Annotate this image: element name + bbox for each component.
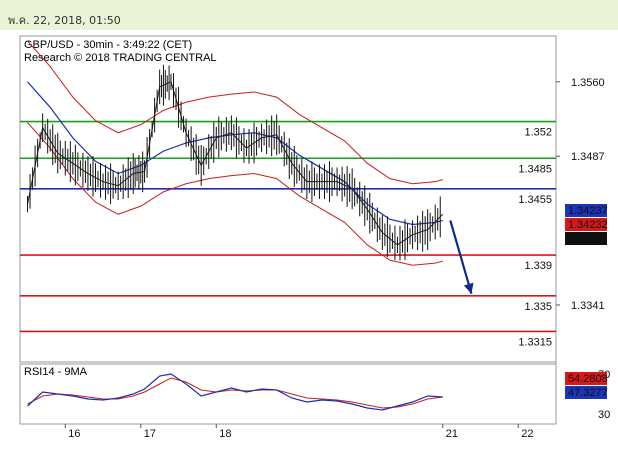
y-axis-layer: 1.3560 1.3487 1.3341: [556, 77, 605, 312]
rsi-tag-box: [565, 386, 607, 399]
datestamp: พ.ค. 22, 2018, 01:50: [8, 14, 121, 27]
level-label: 1.335: [524, 301, 552, 313]
price-tag-text: 1.34232: [568, 219, 608, 231]
rsi-tag-text: 47.3277: [568, 387, 608, 399]
level-label: 1.3315: [518, 336, 552, 348]
price-tag-box: [565, 204, 607, 217]
y-tick-label: 1.3487: [571, 151, 605, 163]
x-tick-label: 21: [446, 428, 458, 440]
y-tick-label: 1.3560: [571, 77, 605, 89]
series-line: [27, 81, 443, 226]
x-tick-label: 17: [144, 428, 156, 440]
forecast-arrow-layer: [449, 220, 474, 295]
forecast-arrow-head: [463, 282, 474, 294]
level-label: 1.339: [524, 260, 552, 272]
rsi-tag-text: 54.2808: [568, 373, 608, 385]
rsi-label: RSI14 - 9MA: [24, 366, 88, 378]
forecast-arrow-shaft: [449, 220, 473, 295]
level-label: 1.3455: [518, 194, 552, 206]
x-tick-label: 18: [219, 428, 231, 440]
price-tag-box: [565, 232, 607, 245]
levels-layer: 1.352 1.3485 1.3455 1.339 1.335 1.3315: [20, 120, 556, 348]
main-panel: [19, 35, 557, 363]
level-label: 1.352: [524, 127, 552, 139]
price-tags-layer: 1.34237 1.34232 1.3423: [565, 204, 608, 245]
x-tick-label: 16: [68, 428, 80, 440]
band-upper-line: [27, 40, 443, 185]
x-axis-layer: 16 17 18 21 22: [64, 424, 534, 440]
rsi-line: [27, 373, 443, 411]
candles-layer: [27, 64, 441, 261]
chart-subtitle: Research © 2018 TRADING CENTRAL: [24, 52, 217, 64]
price-tag-text: 1.34237: [568, 205, 608, 217]
level-label: 1.3485: [518, 163, 552, 175]
rsi-tag-box: [565, 372, 607, 385]
rsi-panel: [19, 363, 557, 425]
chart-title: GBP/USD - 30min - 3:49:22 (CET): [24, 39, 192, 51]
band-lower-line: [27, 122, 443, 266]
x-tick-label: 22: [521, 428, 533, 440]
rsi-tick-label: 30: [598, 409, 610, 421]
y-tick-label: 1.3341: [571, 300, 605, 312]
top-bar: พ.ค. 22, 2018, 01:50: [0, 0, 618, 30]
price-tag-box: [565, 218, 607, 231]
rsi-ma-line: [27, 377, 443, 409]
price-tag-text: 1.3423: [568, 233, 602, 245]
